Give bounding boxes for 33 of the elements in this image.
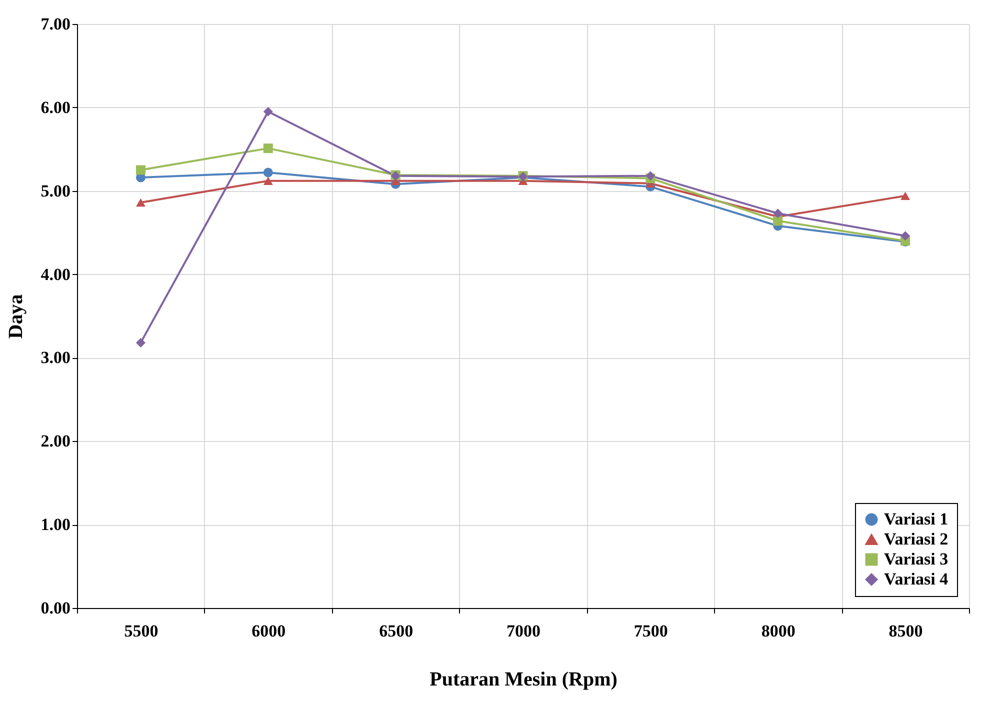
x-tick-label: 7500: [634, 622, 668, 640]
y-tick-label: 4.00: [40, 264, 70, 284]
point: [136, 198, 146, 207]
x-tick-label: 6500: [379, 622, 414, 640]
y-tick-label: 6.00: [40, 98, 70, 117]
point: [900, 192, 910, 200]
point: [773, 208, 783, 218]
y-tick-label: 3.00: [40, 348, 70, 368]
legend-label: Variasi 2: [884, 530, 948, 548]
x-tick-label: 6000: [252, 622, 286, 640]
x-tick-label: 7000: [506, 622, 540, 640]
y-tick-label: 0.00: [40, 598, 70, 618]
x-tick-label: 5500: [124, 622, 158, 640]
legend-label: Variasi 1: [884, 510, 948, 528]
point: [900, 231, 910, 241]
point: [263, 176, 273, 185]
y-tick-label: 1.00: [40, 515, 70, 534]
y-tick-label: 5.00: [40, 181, 70, 200]
point: [263, 106, 273, 116]
point: [136, 338, 146, 348]
point: [263, 168, 273, 178]
y-tick-label: 7.00: [40, 14, 70, 34]
point: [646, 171, 656, 181]
x-tick-label: 8000: [761, 622, 796, 640]
y-axis-title: Daya: [4, 294, 27, 339]
y-tick-label: 2.00: [40, 432, 70, 451]
legend-label: Variasi 3: [884, 550, 948, 568]
x-tick-label: 8500: [888, 622, 923, 640]
point: [773, 216, 783, 226]
point: [136, 165, 146, 175]
x-axis-title: Putaran Mesin (Rpm): [430, 668, 618, 690]
point: [263, 144, 273, 154]
legend-label: Variasi 4: [884, 570, 949, 588]
